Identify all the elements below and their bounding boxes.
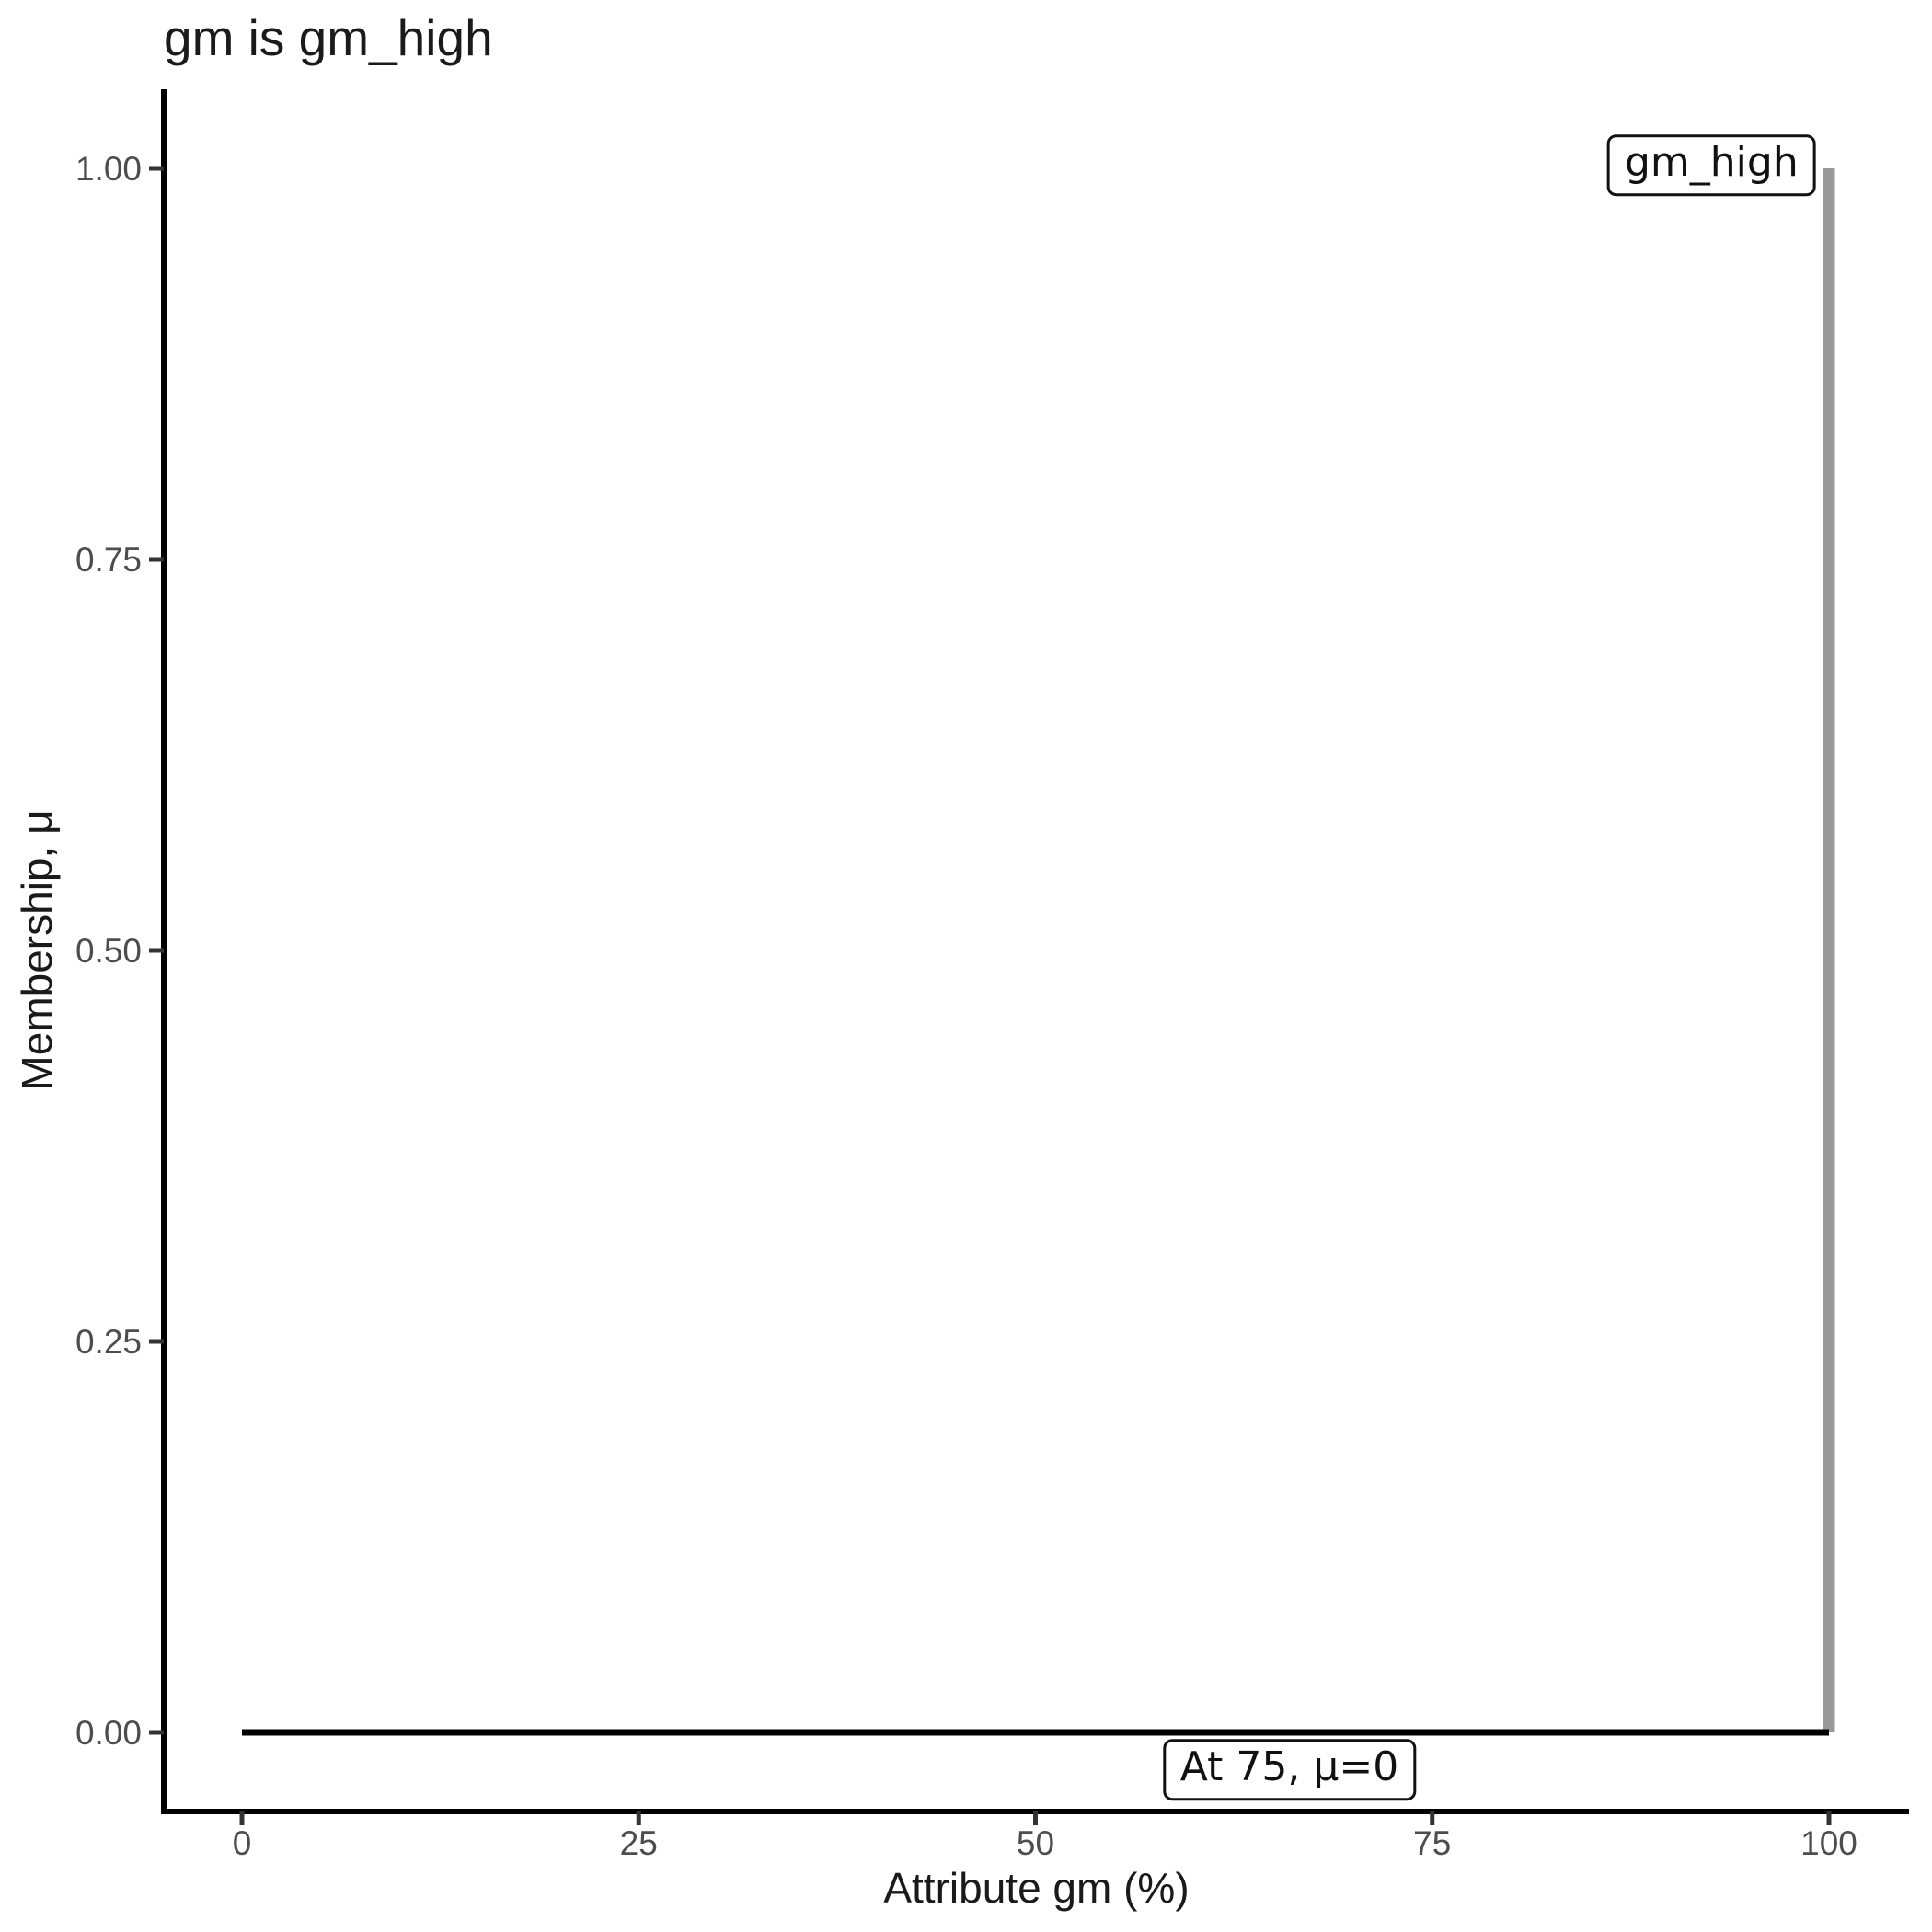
y-tick-label: 0.00 (75, 1714, 142, 1752)
gm-high-label: gm_high (1606, 133, 1816, 197)
y-axis-title: Membership, μ (13, 810, 61, 1091)
x-axis-title: Attribute gm (%) (883, 1864, 1190, 1912)
y-tick-label: 1.00 (75, 150, 142, 188)
y-tick-label: 0.75 (75, 541, 142, 579)
chart-title: gm is gm_high (164, 9, 493, 66)
y-tick-label: 0.50 (75, 932, 142, 970)
x-tick-label: 100 (1800, 1824, 1857, 1862)
x-tick-label: 50 (1017, 1824, 1054, 1862)
y-tick-label: 0.25 (75, 1323, 142, 1361)
x-tick-label: 0 (233, 1824, 252, 1862)
x-tick-label: 75 (1413, 1824, 1451, 1862)
at-75-label: At 75, μ=0 (1162, 1739, 1417, 1801)
x-tick-label: 25 (620, 1824, 658, 1862)
